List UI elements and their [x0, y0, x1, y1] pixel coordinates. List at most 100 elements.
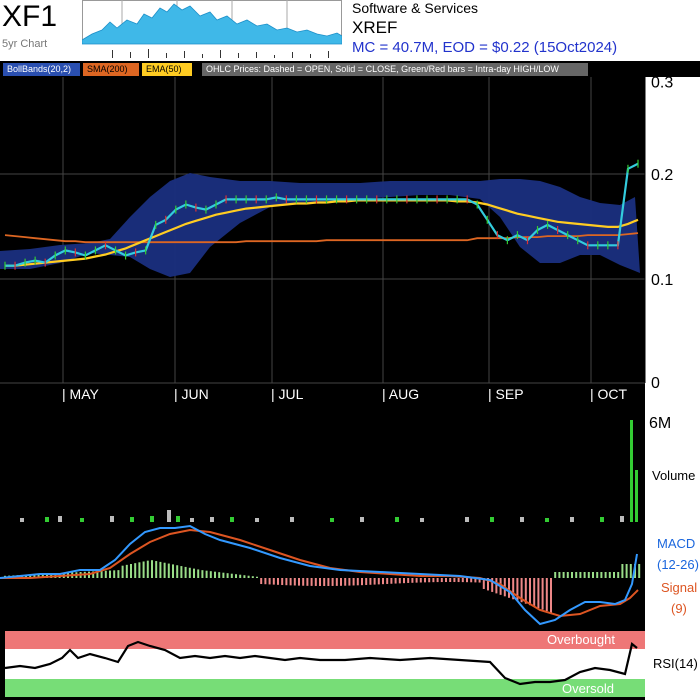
macd-histogram-bar	[214, 571, 216, 578]
macd-histogram-bar	[482, 578, 485, 589]
macd-histogram-bar	[348, 578, 351, 586]
macd-histogram-bar	[33, 574, 36, 578]
macd-histogram-bar	[285, 578, 288, 586]
price-series	[4, 159, 639, 270]
macd-histogram-bar	[617, 572, 620, 578]
macd-histogram-bar	[566, 572, 569, 578]
macd-histogram-bar	[449, 578, 452, 583]
rsi-panel: Overbought Oversold RSI(14)	[0, 628, 700, 700]
macd-histogram-bar	[562, 572, 565, 578]
macd-histogram-bar	[272, 578, 275, 585]
macd-histogram-bar	[550, 578, 552, 613]
macd-histogram-bar	[121, 565, 124, 578]
macd-histogram-bar	[340, 578, 342, 586]
macd-histogram-bar	[310, 578, 313, 586]
macd-panel: MACD (12-26) Signal (9)	[0, 524, 700, 628]
macd-histogram-bar	[365, 578, 368, 585]
macd-histogram-bar	[361, 578, 363, 586]
macd-histogram-bar	[92, 571, 95, 578]
series-line-close	[5, 162, 639, 267]
overbought-label: Overbought	[547, 632, 615, 647]
macd-histogram-bar	[575, 572, 578, 578]
neutral-zone	[5, 649, 645, 679]
macd-histogram-bar	[625, 564, 628, 578]
macd-line	[0, 524, 638, 626]
macd-histogram-bar	[113, 570, 116, 578]
macd-histogram-bar	[46, 573, 48, 578]
market-info: MC = 40.7M, EOD = $0.22 (15Oct2024)	[352, 39, 618, 56]
macd-histogram-bar	[130, 564, 132, 578]
x-tick-label: | MAY	[62, 386, 99, 402]
overbought-zone	[5, 631, 645, 649]
macd-histogram-bar	[629, 564, 632, 578]
macd-histogram-bar	[403, 578, 405, 584]
macd-histogram-bar	[151, 560, 153, 578]
macd-histogram-bar	[453, 578, 456, 583]
macd-histogram-bar	[440, 578, 443, 583]
stock-code: XREF	[352, 18, 398, 37]
macd-histogram-bar	[222, 572, 225, 578]
macd-histogram-bar	[100, 570, 103, 578]
macd-histogram-bar	[180, 566, 183, 578]
macd-histogram-bar	[394, 578, 397, 584]
macd-histogram-bar	[373, 578, 376, 585]
macd-histogram-bar	[604, 572, 607, 578]
macd-histogram-bar	[432, 578, 435, 583]
x-ticks: | MAY | JUN | JUL | AUG | SEP | OCT	[62, 386, 628, 402]
macd-histogram-bar	[125, 564, 128, 578]
macd-histogram-bar	[251, 576, 254, 578]
oversold-zone	[5, 679, 645, 697]
macd-histogram-bar	[491, 578, 494, 592]
macd-histogram-bar	[608, 572, 611, 578]
signal-label: Signal	[661, 580, 697, 595]
macd-histogram-bar	[29, 574, 32, 578]
volume-label: Volume	[652, 468, 695, 483]
macd-histogram-bar	[436, 578, 439, 583]
macd-histogram-bar	[243, 575, 246, 578]
legend-ohlc-note: OHLC Prices: Dashed = OPEN, Solid = CLOS…	[202, 63, 588, 76]
macd-histogram-bar	[592, 572, 594, 578]
macd-histogram-bar	[390, 578, 393, 584]
macd-histogram-bar	[235, 574, 237, 578]
y-tick-label: 0	[651, 375, 660, 392]
macd-histogram-bar	[281, 578, 284, 586]
macd-histogram-bar	[104, 570, 107, 578]
bollinger-band	[0, 173, 640, 277]
macd-histogram-bar	[524, 578, 527, 604]
macd-histogram-bar	[172, 564, 174, 578]
volume-max-label: 6M	[649, 415, 671, 432]
legend-sma: SMA(200)	[83, 63, 139, 76]
macd-histogram-bar	[146, 560, 149, 578]
rsi-label: RSI(14)	[653, 656, 698, 671]
macd-histogram-bar	[264, 578, 267, 585]
macd-histogram-bar	[188, 567, 191, 578]
y-tick-label: 0.3	[651, 77, 673, 91]
macd-histogram-bar	[554, 572, 557, 578]
macd-histogram	[4, 560, 641, 613]
macd-histogram-bar	[268, 578, 271, 585]
macd-histogram-bar	[621, 564, 624, 578]
macd-histogram-bar	[419, 578, 422, 583]
macd-histogram-bar	[386, 578, 389, 584]
macd-histogram-bar	[445, 578, 447, 583]
macd-histogram-bar	[260, 578, 263, 585]
macd-histogram-bar	[470, 578, 473, 583]
macd-histogram-bar	[289, 578, 292, 586]
macd-histogram-bar	[474, 578, 477, 583]
macd-histogram-bar	[407, 578, 410, 583]
macd-histogram-bar	[558, 572, 561, 578]
macd-histogram-bar	[247, 575, 250, 578]
macd-histogram-bar	[335, 578, 338, 586]
legend-ema: EMA(50)	[142, 63, 192, 76]
x-tick-label: | JUN	[174, 386, 209, 402]
macd-histogram-bar	[516, 578, 519, 601]
macd-histogram-bar	[96, 571, 99, 578]
macd-histogram-bar	[529, 578, 531, 606]
macd-histogram-bar	[331, 578, 334, 586]
series-line-ema-50-	[5, 199, 639, 267]
macd-histogram-bar	[398, 578, 401, 584]
y-tick-label: 0.1	[651, 272, 673, 289]
macd-histogram-bar	[352, 578, 355, 586]
macd-histogram-bar	[197, 569, 200, 578]
five-year-thumbnail[interactable]	[82, 0, 342, 58]
